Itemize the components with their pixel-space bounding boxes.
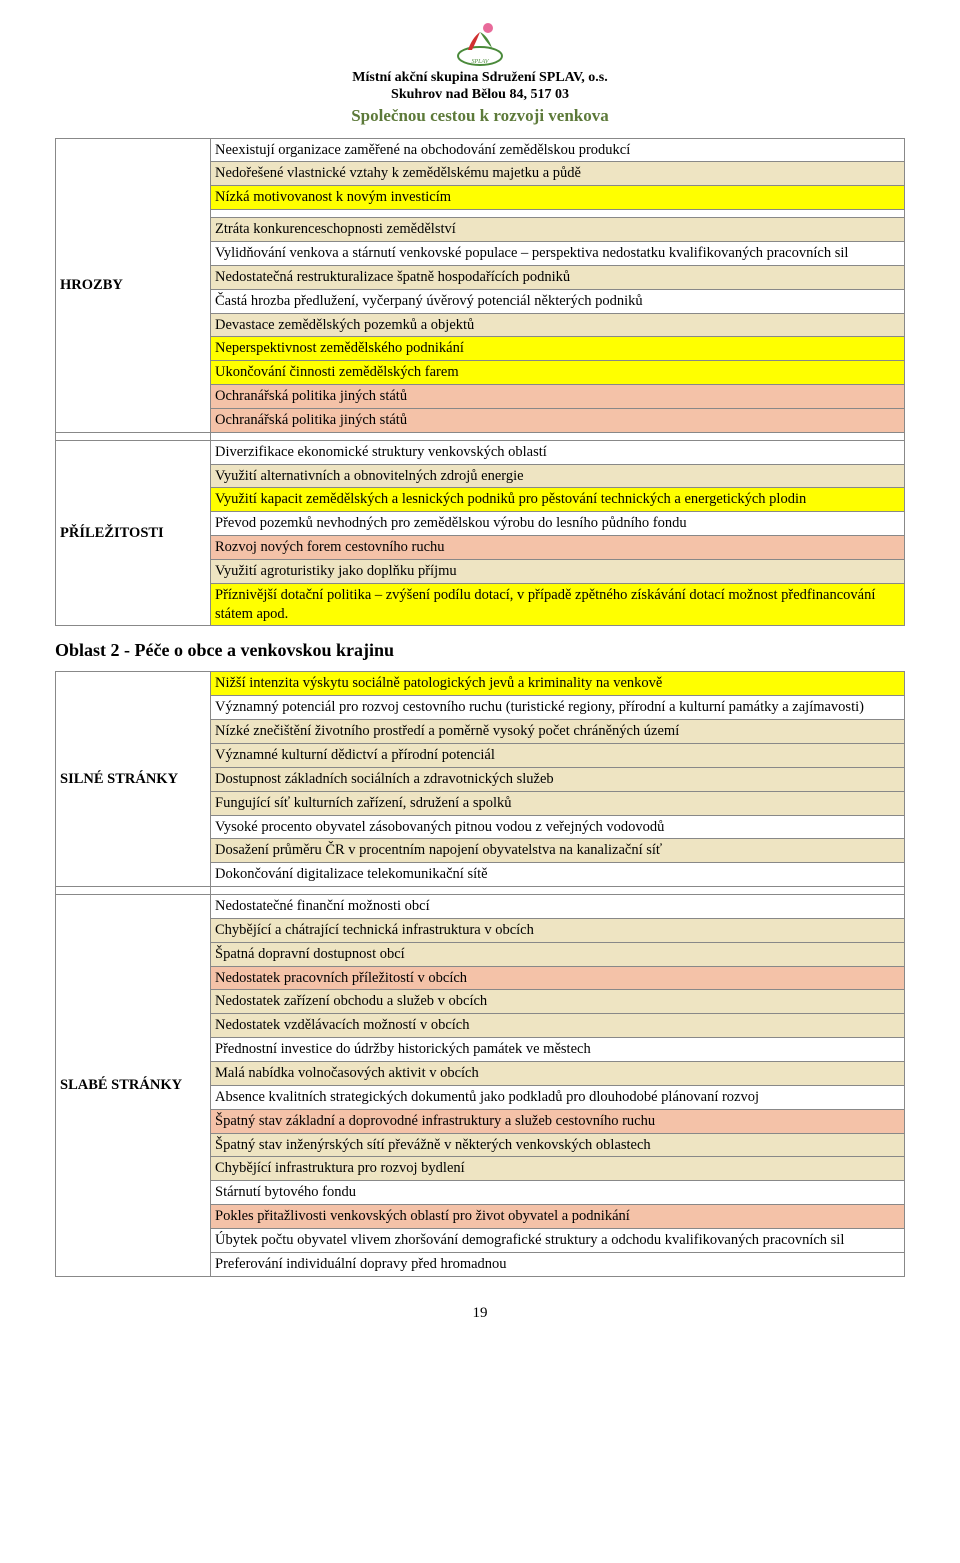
separator (211, 210, 905, 218)
swot-row: Preferování individuální dopravy před hr… (211, 1252, 905, 1276)
page: SPLAV Místní akční skupina Sdružení SPLA… (0, 0, 960, 1342)
slabe-stranky-label: SLABÉ STRÁNKY (56, 895, 211, 1277)
document-header: SPLAV Místní akční skupina Sdružení SPLA… (55, 20, 905, 126)
swot-row: Nedostatek pracovních příležitostí v obc… (211, 966, 905, 990)
swot-row: Špatný stav inženýrských sítí převážně v… (211, 1133, 905, 1157)
swot-row: Absence kvalitních strategických dokumen… (211, 1085, 905, 1109)
swot-table-2: SILNÉ STRÁNKYNižší intenzita výskytu soc… (55, 671, 905, 1276)
swot-row: Využití agroturistiky jako doplňku příjm… (211, 559, 905, 583)
swot-row: Ochranářská politika jiných států (211, 385, 905, 409)
swot-row: Využití kapacit zemědělských a lesnickýc… (211, 488, 905, 512)
swot-row: Převod pozemků nevhodných pro zemědělsko… (211, 512, 905, 536)
silne-stranky-label: SILNÉ STRÁNKY (56, 672, 211, 887)
header-motto: Společnou cestou k rozvoji venkova (55, 106, 905, 126)
swot-row: Nedostatečná restrukturalizace špatně ho… (211, 265, 905, 289)
swot-row: Významné kulturní dědictví a přírodní po… (211, 744, 905, 768)
swot-row: Neperspektivnost zemědělského podnikání (211, 337, 905, 361)
swot-row: Vylidňování venkova a stárnutí venkovské… (211, 241, 905, 265)
swot-row: Využití alternativních a obnovitelných z… (211, 464, 905, 488)
swot-row: Špatný stav základní a doprovodné infras… (211, 1109, 905, 1133)
swot-row: Devastace zemědělských pozemků a objektů (211, 313, 905, 337)
swot-row: Nedostatečné finanční možnosti obcí (211, 895, 905, 919)
page-number: 19 (55, 1305, 905, 1322)
swot-row: Ochranářská politika jiných států (211, 408, 905, 432)
separator (211, 432, 905, 440)
swot-row: Malá nabídka volnočasových aktivit v obc… (211, 1061, 905, 1085)
swot-row: Přednostní investice do údržby historick… (211, 1038, 905, 1062)
swot-row: Nízká motivovanost k novým investicím (211, 186, 905, 210)
swot-row: Chybějící infrastruktura pro rozvoj bydl… (211, 1157, 905, 1181)
header-org-name: Místní akční skupina Sdružení SPLAV, o.s… (55, 70, 905, 87)
swot-row: Nízké znečištění životního prostředí a p… (211, 720, 905, 744)
separator (56, 887, 211, 895)
svg-text:SPLAV: SPLAV (471, 59, 489, 65)
header-address: Skuhrov nad Bělou 84, 517 03 (55, 87, 905, 104)
separator (56, 432, 211, 440)
swot-row: Pokles přitažlivosti venkovských oblastí… (211, 1205, 905, 1229)
swot-row: Nedostatek zařízení obchodu a služeb v o… (211, 990, 905, 1014)
separator (211, 887, 905, 895)
swot-row: Dostupnost základních sociálních a zdrav… (211, 767, 905, 791)
swot-row: Ukončování činnosti zemědělských farem (211, 361, 905, 385)
swot-row: Významný potenciál pro rozvoj cestovního… (211, 696, 905, 720)
swot-row: Dosažení průměru ČR v procentním napojen… (211, 839, 905, 863)
swot-row: Rozvoj nových forem cestovního ruchu (211, 536, 905, 560)
swot-row: Chybějící a chátrající technická infrast… (211, 918, 905, 942)
swot-row: Neexistují organizace zaměřené na obchod… (211, 138, 905, 162)
swot-row: Fungující síť kulturních zařízení, sdruž… (211, 791, 905, 815)
swot-row: Diverzifikace ekonomické struktury venko… (211, 440, 905, 464)
swot-row: Dokončování digitalizace telekomunikační… (211, 863, 905, 887)
swot-row: Úbytek počtu obyvatel vlivem zhoršování … (211, 1228, 905, 1252)
swot-row: Ztráta konkurenceschopnosti zemědělství (211, 218, 905, 242)
swot-table-1: HROZBYNeexistují organizace zaměřené na … (55, 138, 905, 627)
hrozby-label: HROZBY (56, 138, 211, 432)
logo: SPLAV (450, 20, 510, 68)
swot-row: Častá hrozba předlužení, vyčerpaný úvěro… (211, 289, 905, 313)
swot-row: Příznivější dotační politika – zvýšení p… (211, 583, 905, 626)
swot-row: Nedostatek vzdělávacích možností v obcíc… (211, 1014, 905, 1038)
swot-row: Špatná dopravní dostupnost obcí (211, 942, 905, 966)
swot-row: Nižší intenzita výskytu sociálně patolog… (211, 672, 905, 696)
oblast2-heading: Oblast 2 - Péče o obce a venkovskou kraj… (55, 640, 905, 661)
swot-row: Stárnutí bytového fondu (211, 1181, 905, 1205)
swot-row: Vysoké procento obyvatel zásobovaných pi… (211, 815, 905, 839)
swot-row: Nedořešené vlastnické vztahy k zemědělsk… (211, 162, 905, 186)
prilezitosti-label: PŘÍLEŽITOSTI (56, 440, 211, 626)
